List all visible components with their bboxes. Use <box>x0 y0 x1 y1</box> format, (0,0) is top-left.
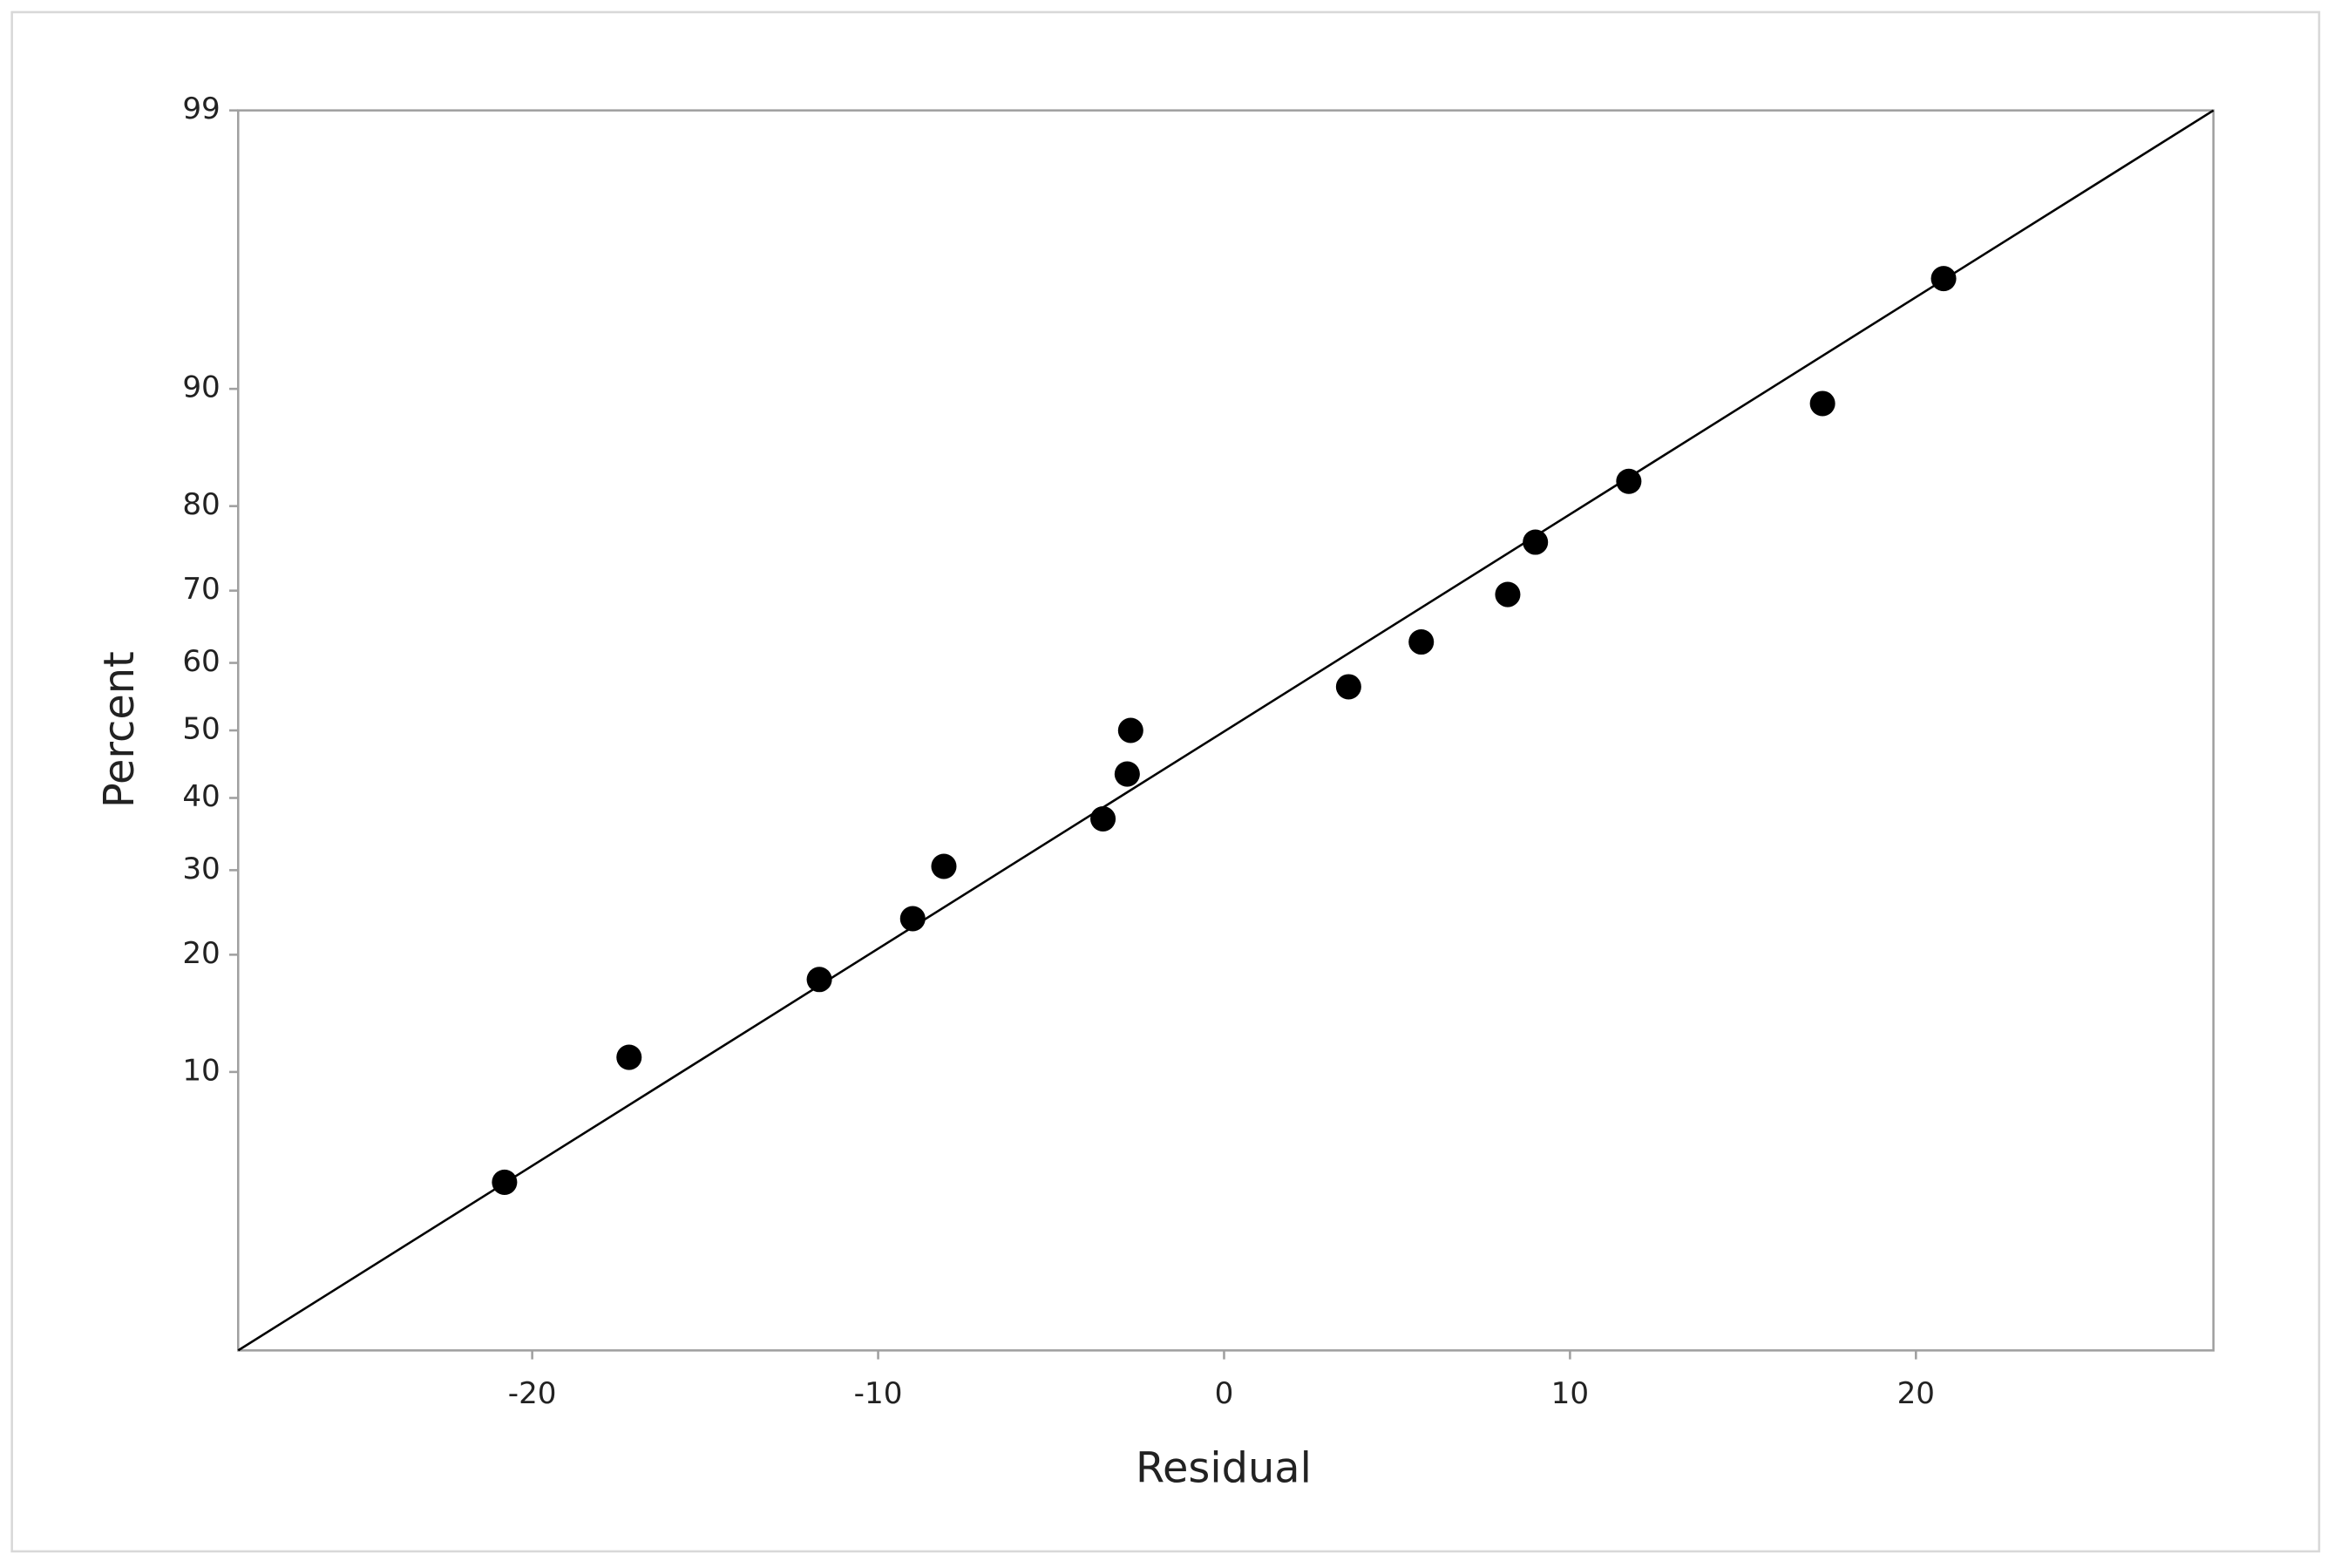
plot-frame <box>236 109 2215 1352</box>
data-point <box>931 853 957 879</box>
data-point <box>1335 674 1361 700</box>
data-point <box>492 1169 518 1195</box>
y-tick-label: 50 <box>182 712 220 747</box>
y-axis-title: Percent <box>96 651 144 808</box>
y-tick-label: 99 <box>182 92 220 126</box>
x-tick-label: -20 <box>508 1376 557 1411</box>
data-point <box>1930 266 1957 292</box>
data-point <box>1408 629 1435 655</box>
data-point <box>1523 529 1549 555</box>
data-point <box>1114 761 1140 787</box>
chart-border <box>10 10 2321 1553</box>
y-tick-label: 10 <box>182 1053 220 1088</box>
x-tick-label: 20 <box>1897 1376 1935 1411</box>
x-tick-label: 10 <box>1551 1376 1589 1411</box>
y-tick-label: 30 <box>182 852 220 886</box>
data-point <box>1809 390 1835 417</box>
x-tick-label: 0 <box>1215 1376 1234 1411</box>
data-point <box>1117 717 1143 743</box>
fit-line <box>237 109 2215 1352</box>
data-point <box>1616 468 1642 494</box>
data-point <box>1090 805 1116 832</box>
y-tick-label: 90 <box>182 370 220 405</box>
data-point <box>1495 581 1521 608</box>
data-point <box>806 967 832 993</box>
x-axis-title: Residual <box>1136 1445 1312 1493</box>
y-tick-label: 40 <box>182 779 220 814</box>
x-tick-label: -10 <box>854 1376 903 1411</box>
y-tick-label: 60 <box>182 644 220 679</box>
y-tick-label: 70 <box>182 572 220 607</box>
y-tick-label: 20 <box>182 936 220 971</box>
data-point <box>616 1044 642 1070</box>
data-point <box>899 906 926 932</box>
y-tick-label: 80 <box>182 487 220 522</box>
